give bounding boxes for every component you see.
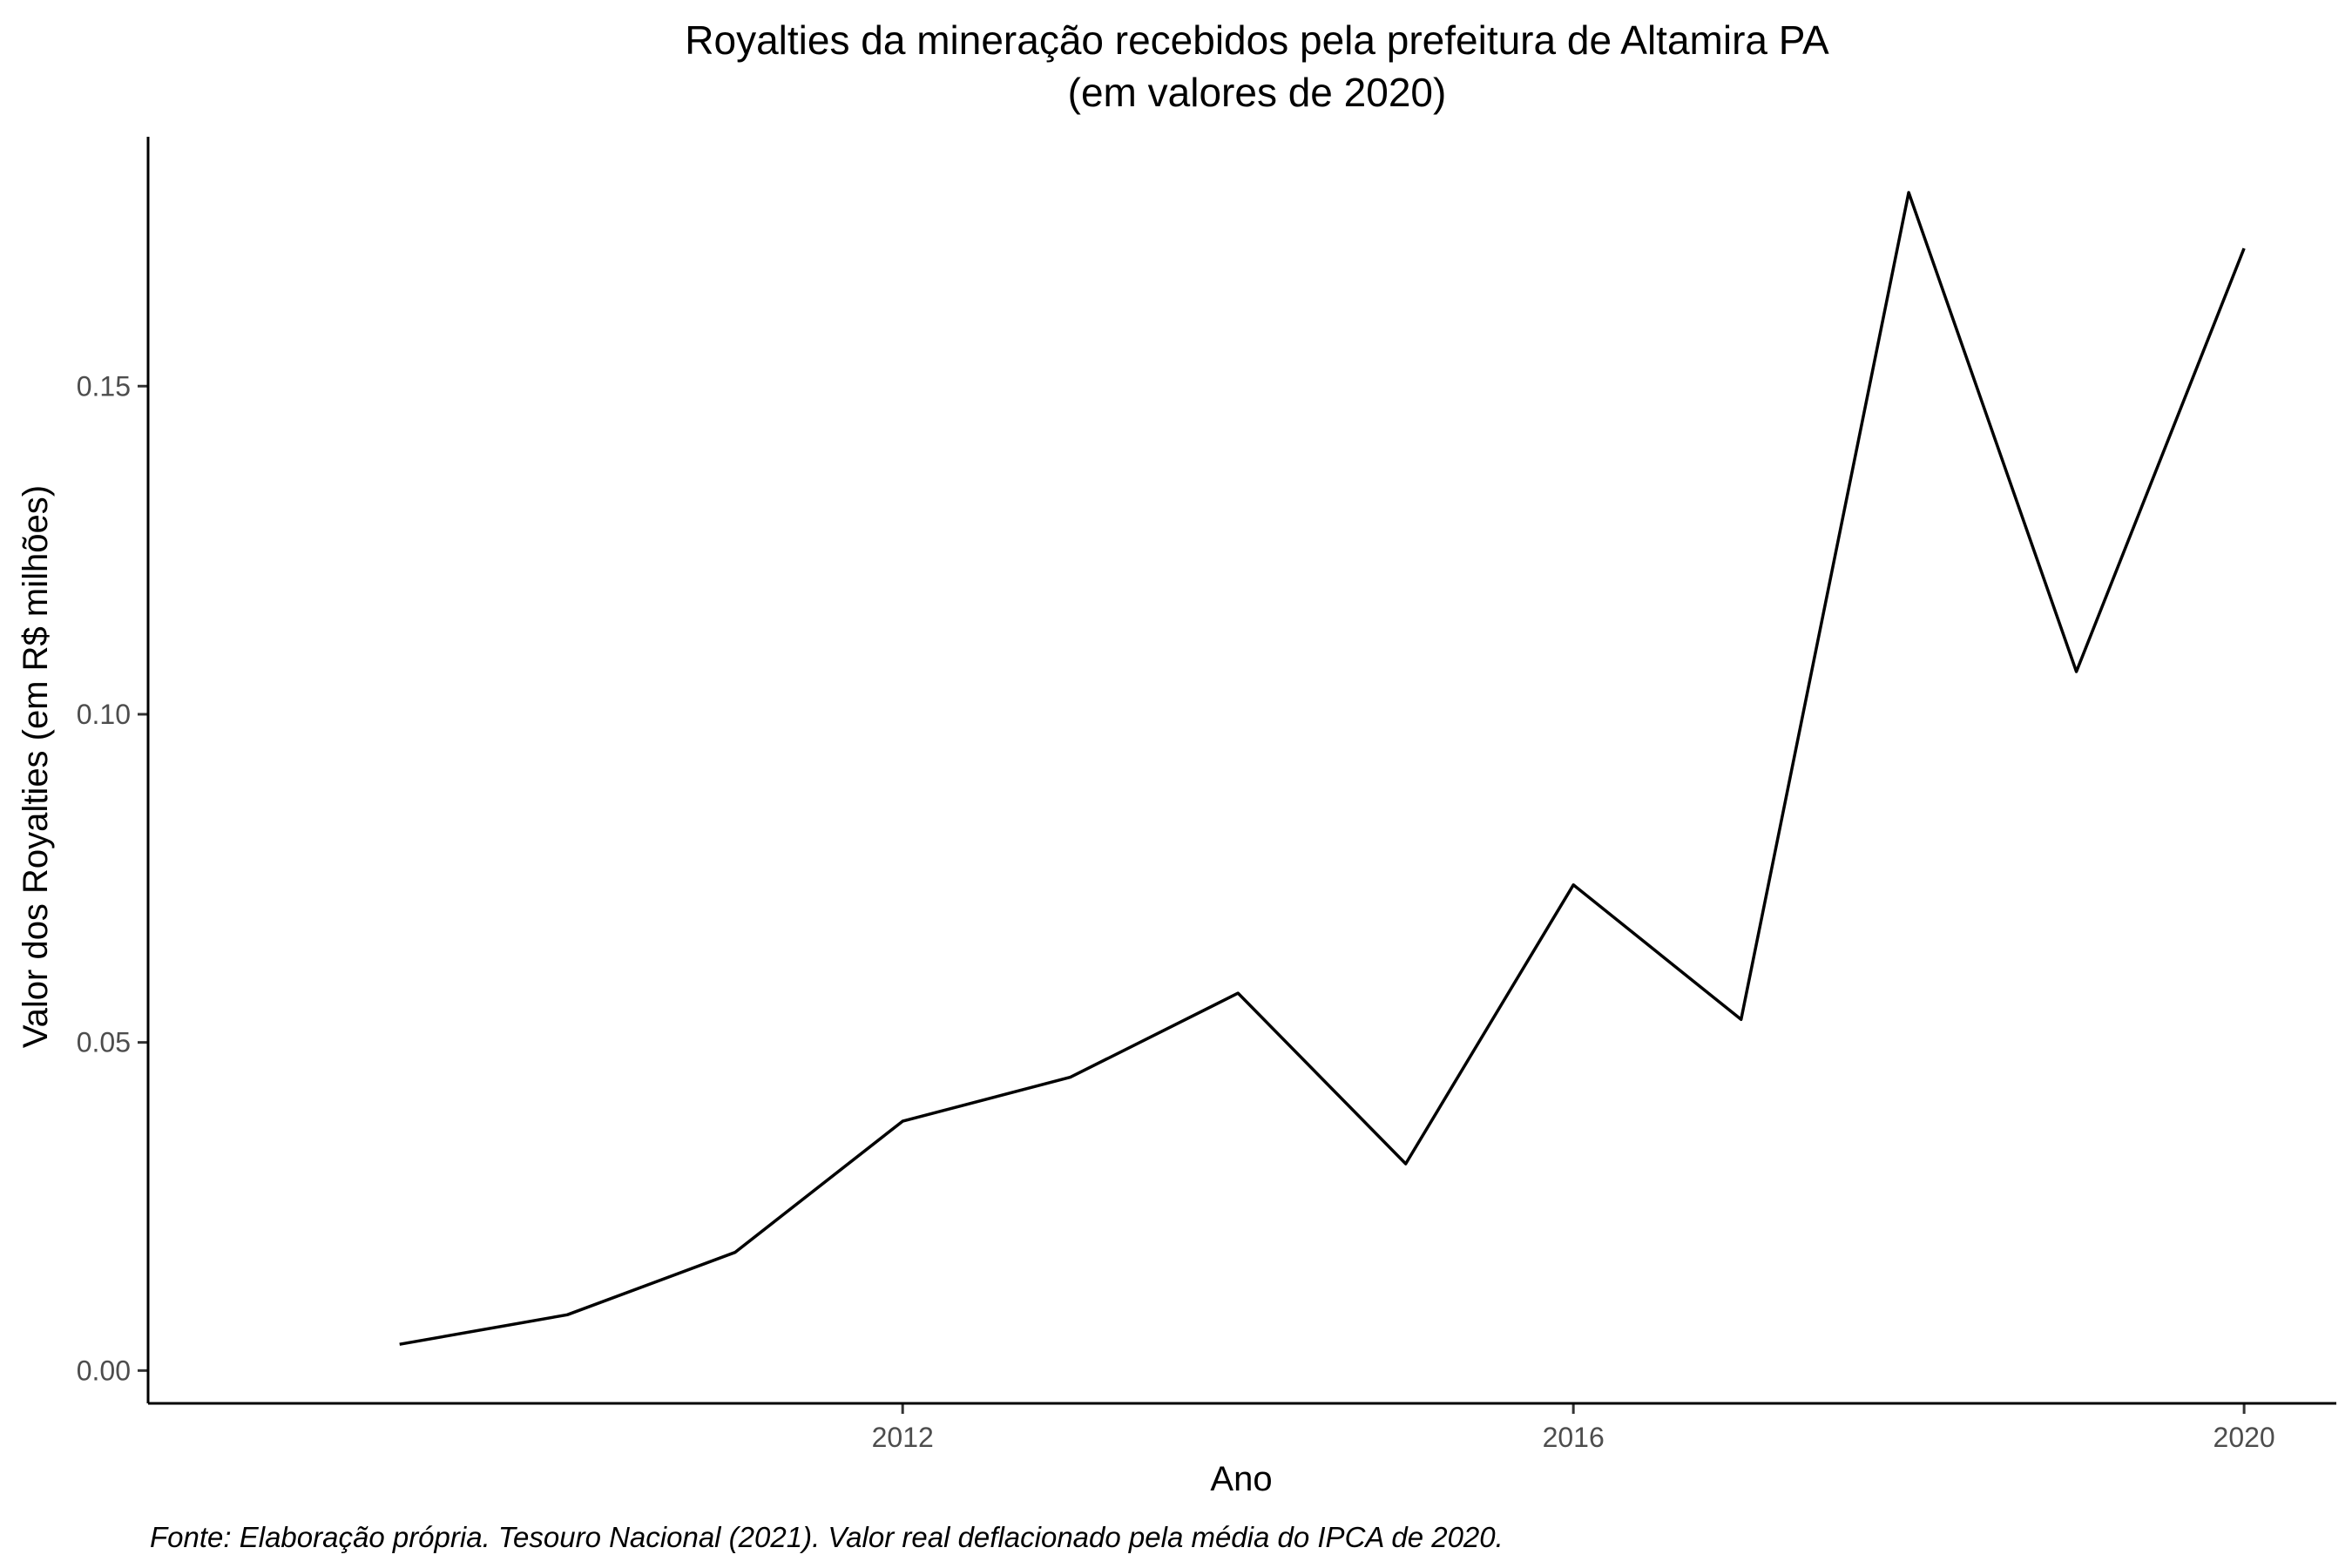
chart-caption: Fonte: Elaboração própria. Tesouro Nacio…: [150, 1521, 1504, 1553]
x-axis-ticks: 2012 2016 2020: [872, 1403, 2275, 1453]
y-tick-label: 0.05: [77, 1027, 131, 1058]
plot-area: 0.00 0.05 0.10 0.15 2012 2016 2020: [77, 137, 2336, 1453]
x-axis-title: Ano: [1210, 1460, 1272, 1498]
y-tick-label: 0.00: [77, 1355, 131, 1386]
y-axis-title: Valor dos Royalties (em R$ milhões): [17, 485, 55, 1048]
x-tick-label: 2012: [872, 1422, 934, 1453]
y-axis-ticks: 0.00 0.05 0.10 0.15: [77, 370, 148, 1386]
y-tick-label: 0.15: [77, 370, 131, 402]
chart-subtitle: (em valores de 2020): [1068, 70, 1447, 115]
x-tick-label: 2016: [1543, 1422, 1605, 1453]
y-tick-label: 0.10: [77, 699, 131, 730]
series-line: [399, 191, 2246, 1346]
chart-title: Royalties da mineração recebidos pela pr…: [685, 17, 1829, 63]
x-tick-label: 2020: [2213, 1422, 2275, 1453]
